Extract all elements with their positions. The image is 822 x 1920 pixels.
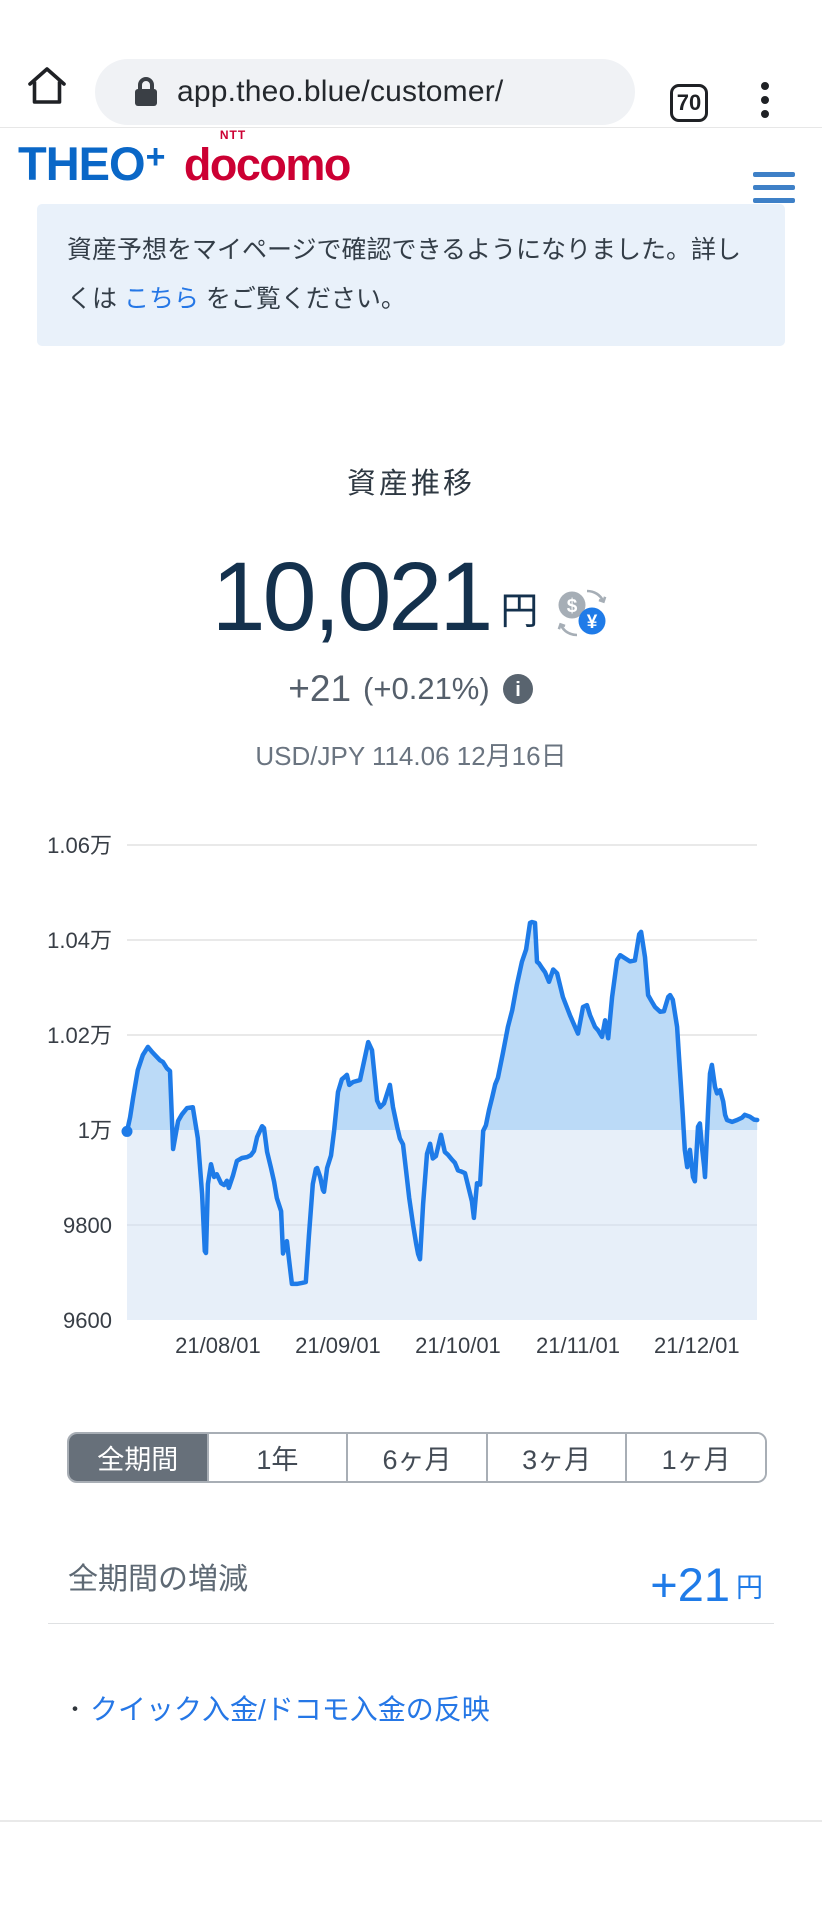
period-button-all[interactable]: 全期間 (69, 1434, 207, 1481)
period-summary-label: 全期間の増減 (68, 1563, 248, 1596)
url-bar[interactable]: app.theo.blue/customer/ (95, 59, 635, 125)
asset-chart[interactable]: 1.06万 1.04万 1.02万 1万 9800 9600 21/08/01 21/09/… (0, 800, 822, 1360)
divider (0, 1820, 822, 1822)
currency-swap-icon[interactable]: $ ¥ (554, 587, 610, 639)
asset-value-row: 10,021 円 $ ¥ (0, 548, 822, 645)
chart-start-dot (121, 1125, 133, 1137)
period-summary-row: 全期間の増減 +21 円 (0, 1536, 822, 1608)
lock-icon (135, 77, 157, 106)
svg-text:9800: 9800 (63, 1213, 112, 1238)
notice-link[interactable]: こちら (123, 285, 199, 313)
chart-line (124, 919, 760, 1287)
chart-x-axis-labels: 21/08/01 21/09/01 21/10/01 21/11/01 21/12/01 (175, 1333, 740, 1358)
ntt-label: NTT (219, 128, 247, 142)
asset-amount-unit: 円 (500, 591, 539, 633)
notice-text: 資産予想をマイページで確認できるようになりました。詳しくは (67, 236, 742, 313)
period-button-1m[interactable]: 1ヶ月 (625, 1434, 765, 1481)
change-value: +21 (288, 668, 352, 709)
fx-rate-line: USD/JPY 114.06 12月16日 (255, 741, 567, 771)
svg-text:$: $ (567, 596, 578, 617)
period-summary-value: +21 円 (650, 1558, 763, 1611)
browser-menu-icon[interactable] (760, 82, 770, 122)
svg-text:1.02万: 1.02万 (47, 1023, 112, 1048)
chart-area-fill (127, 922, 758, 1130)
asset-amount: 10,021 (211, 542, 494, 651)
notice-banner: 資産予想をマイページで確認できるようになりました。詳しくは こちら をご覧くださ… (37, 204, 785, 346)
period-button-3m[interactable]: 3ヶ月 (485, 1434, 626, 1481)
quick-deposit-link[interactable]: クイック入金/ドコモ入金の反映 (90, 1694, 490, 1725)
svg-text:21/10/01: 21/10/01 (415, 1333, 501, 1358)
url-text[interactable]: app.theo.blue/customer/ (177, 75, 504, 108)
brand-logo[interactable]: THEO+ NTT docomo (18, 128, 352, 191)
period-selector: 全期間 1年 6ヶ月 3ヶ月 1ヶ月 (67, 1432, 767, 1483)
svg-text:9600: 9600 (63, 1308, 112, 1333)
info-icon[interactable]: i (502, 673, 534, 705)
browser-bar: app.theo.blue/customer/ 70 (0, 0, 822, 128)
svg-text:21/08/01: 21/08/01 (175, 1333, 261, 1358)
quick-deposit-row: ・ クイック入金/ドコモ入金の反映 (0, 1688, 822, 1728)
svg-text:i: i (515, 679, 521, 701)
home-icon[interactable] (26, 64, 68, 108)
hamburger-menu-icon[interactable] (753, 172, 795, 204)
theo-plus: + (145, 138, 166, 176)
svg-text:1.06万: 1.06万 (47, 833, 112, 858)
list-bullet: ・ (64, 1697, 87, 1722)
svg-text:¥: ¥ (587, 612, 598, 633)
change-row: +21 (+0.21%) i (0, 668, 822, 710)
tab-counter-button[interactable]: 70 (670, 84, 708, 122)
svg-text:21/09/01: 21/09/01 (295, 1333, 381, 1358)
change-percent: (+0.21%) (363, 671, 490, 706)
theo-logo: THEO (18, 137, 146, 190)
svg-text:21/11/01: 21/11/01 (536, 1333, 620, 1358)
svg-text:1万: 1万 (78, 1118, 112, 1143)
divider (48, 1623, 774, 1624)
notice-text-after: をご覧ください。 (198, 285, 406, 313)
period-button-1y[interactable]: 1年 (206, 1434, 347, 1481)
svg-text:21/12/01: 21/12/01 (654, 1333, 740, 1358)
svg-text:1.04万: 1.04万 (47, 928, 112, 953)
page-title: 資産推移 (346, 468, 475, 500)
docomo-logo: NTT docomo (183, 128, 352, 190)
period-button-6m[interactable]: 6ヶ月 (346, 1434, 486, 1481)
site-header: THEO+ NTT docomo (0, 128, 822, 203)
chart-y-axis-labels: 1.06万 1.04万 1.02万 1万 9800 9600 (47, 833, 112, 1333)
